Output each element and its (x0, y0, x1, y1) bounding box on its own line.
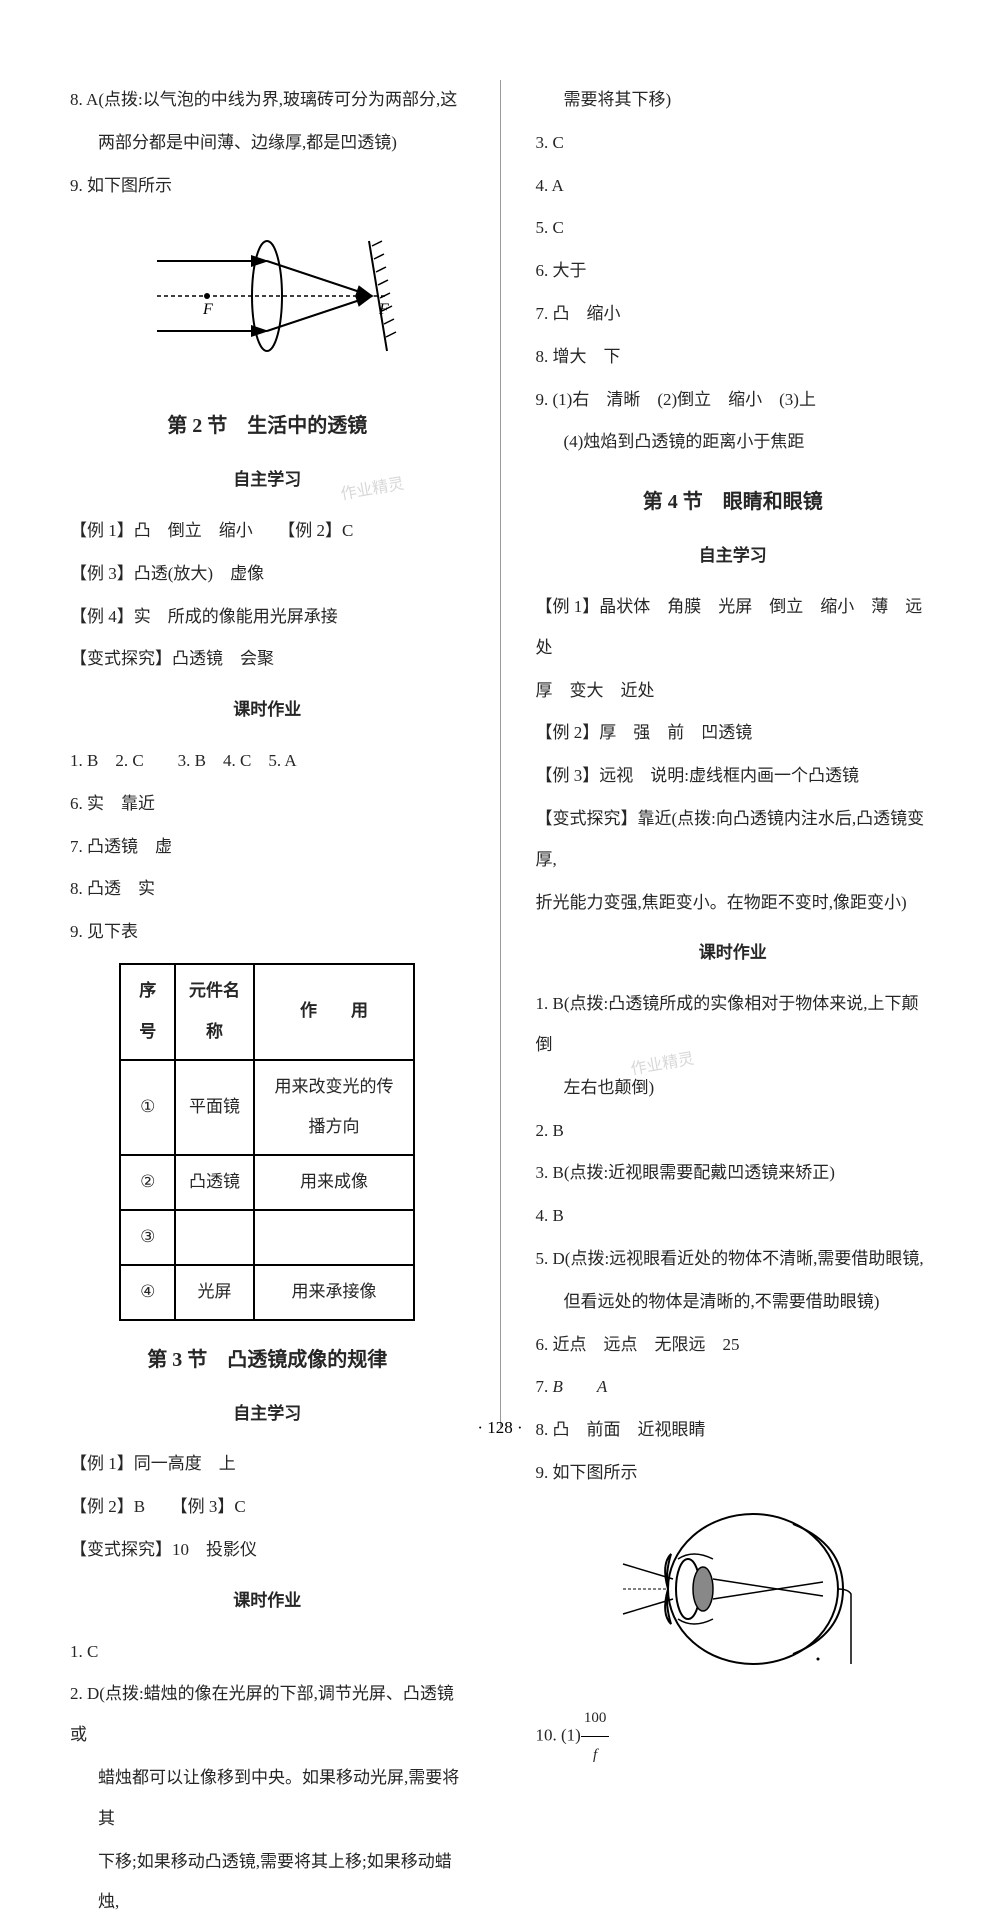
th-index: 序号 (120, 964, 175, 1060)
rhw6: 6. 大于 (536, 251, 931, 292)
eye-diagram (536, 1504, 931, 1690)
s3ex2: 【例 2】B 【例 3】C (70, 1487, 465, 1528)
lens-diagram: F F (70, 221, 465, 387)
th-function: 作 用 (254, 964, 414, 1060)
page-content: 8. A(点拨:以气泡的中线为界,玻璃砖可分为两部分,这 两部分都是中间薄、边缘… (70, 80, 930, 1428)
td (254, 1210, 414, 1265)
s4hw1: 1. B(点拨:凸透镜所成的实像相对于物体来说,上下颠倒 (536, 984, 931, 1066)
rhw8: 8. 增大 下 (536, 337, 931, 378)
eye-svg (613, 1504, 853, 1674)
td: 用来承接像 (254, 1265, 414, 1320)
s4hw5: 5. D(点拨:远视眼看近处的物体不清晰,需要借助眼镜, (536, 1239, 931, 1280)
s3hw1: 1. C (70, 1632, 465, 1673)
s4bianshi: 【变式探究】靠近(点拨:向凸透镜内注水后,凸透镜变厚, (536, 799, 931, 881)
td: ② (120, 1155, 175, 1210)
s3bianshi: 【变式探究】10 投影仪 (70, 1530, 465, 1571)
hw8: 8. 凸透 实 (70, 869, 465, 910)
keshi-1: 课时作业 (70, 690, 465, 731)
td: 光屏 (175, 1265, 254, 1320)
left-item-8: 8. A(点拨:以气泡的中线为界,玻璃砖可分为两部分,这 (70, 80, 465, 121)
s4ex3: 【例 3】远视 说明:虚线框内画一个凸透镜 (536, 756, 931, 797)
s4hw7-A: A (597, 1377, 607, 1396)
s4hw8: 8. 凸 前面 近视眼睛 (536, 1410, 931, 1451)
s3hw2-cont1: 蜡烛都可以让像移到中央。如果移动光屏,需要将其 (70, 1758, 465, 1840)
s4hw7: 7. B A (536, 1367, 931, 1408)
hw7: 7. 凸透镜 虚 (70, 827, 465, 868)
rhw3: 3. C (536, 123, 931, 164)
td: ④ (120, 1265, 175, 1320)
bianshi1: 【变式探究】凸透镜 会聚 (70, 639, 465, 680)
td: ③ (120, 1210, 175, 1265)
rhw7: 7. 凸 缩小 (536, 294, 931, 335)
th-name: 元件名称 (175, 964, 254, 1060)
fraction-den: f (581, 1737, 610, 1773)
td: 用来成像 (254, 1155, 414, 1210)
section-3-title: 第 3 节 凸透镜成像的规律 (70, 1336, 465, 1384)
s4hw10: 10. (1)100f (536, 1700, 931, 1773)
rhw5: 5. C (536, 208, 931, 249)
zizhu-2: 自主学习 (70, 1394, 465, 1435)
F-label-left: F (202, 301, 213, 318)
rhw9-cont: (4)烛焰到凸透镜的距离小于焦距 (536, 422, 931, 463)
s4ex1: 【例 1】晶状体 角膜 光屏 倒立 缩小 薄 远处 (536, 587, 931, 669)
td (175, 1210, 254, 1265)
s4hw2: 2. B (536, 1111, 931, 1152)
right-column: 需要将其下移) 3. C 4. A 5. C 6. 大于 7. 凸 缩小 8. … (536, 80, 931, 1428)
s4hw7-prefix: 7. (536, 1377, 553, 1396)
s4ex1-cont: 厚 变大 近处 (536, 671, 931, 712)
column-divider (500, 80, 501, 1428)
td: ① (120, 1060, 175, 1156)
fraction-num: 100 (581, 1700, 610, 1737)
zizhu-1: 自主学习 (70, 460, 465, 501)
left-item-8-cont: 两部分都是中间薄、边缘厚,都是凹透镜) (70, 123, 465, 164)
rhw4: 4. A (536, 166, 931, 207)
s3hw2-cont2: 下移;如果移动凸透镜,需要将其上移;如果移动蜡烛, (70, 1842, 465, 1923)
ex3: 【例 3】凸透(放大) 虚像 (70, 554, 465, 595)
left-item-9: 9. 如下图所示 (70, 166, 465, 207)
section-2-title: 第 2 节 生活中的透镜 (70, 402, 465, 450)
td: 用来改变光的传播方向 (254, 1060, 414, 1156)
rhw9: 9. (1)右 清晰 (2)倒立 缩小 (3)上 (536, 380, 931, 421)
page-number: · 128 · (477, 1418, 522, 1438)
ex4: 【例 4】实 所成的像能用光屏承接 (70, 597, 465, 638)
table-row: ① 平面镜 用来改变光的传播方向 (120, 1060, 414, 1156)
components-table: 序号 元件名称 作 用 ① 平面镜 用来改变光的传播方向 ② 凸透镜 用来成像 … (119, 963, 415, 1321)
keshi-4: 课时作业 (536, 933, 931, 974)
section-4-title: 第 4 节 眼睛和眼镜 (536, 478, 931, 526)
s4hw7-B: B (553, 1377, 563, 1396)
left-column: 8. A(点拨:以气泡的中线为界,玻璃砖可分为两部分,这 两部分都是中间薄、边缘… (70, 80, 465, 1428)
s4hw1-cont: 左右也颠倒) (536, 1068, 931, 1109)
lens-svg: F F (137, 221, 397, 371)
keshi-2: 课时作业 (70, 1581, 465, 1622)
s4hw5-cont: 但看远处的物体是清晰的,不需要借助眼镜) (536, 1282, 931, 1323)
s4hw6: 6. 近点 远点 无限远 25 (536, 1325, 931, 1366)
s3hw2: 2. D(点拨:蜡烛的像在光屏的下部,调节光屏、凸透镜或 (70, 1674, 465, 1756)
s3ex1: 【例 1】同一高度 上 (70, 1444, 465, 1485)
ex1: 【例 1】凸 倒立 缩小 【例 2】C (70, 511, 465, 552)
s4hw3: 3. B(点拨:近视眼需要配戴凹透镜来矫正) (536, 1153, 931, 1194)
cont: 需要将其下移) (536, 80, 931, 121)
hw1: 1. B 2. C 3. B 4. C 5. A (70, 741, 465, 782)
fraction: 100f (581, 1700, 610, 1773)
hw6: 6. 实 靠近 (70, 784, 465, 825)
td: 平面镜 (175, 1060, 254, 1156)
td: 凸透镜 (175, 1155, 254, 1210)
zizhu-4: 自主学习 (536, 536, 931, 577)
s4hw10-prefix: 10. (1) (536, 1725, 581, 1744)
s4hw9: 9. 如下图所示 (536, 1453, 931, 1494)
table-header-row: 序号 元件名称 作 用 (120, 964, 414, 1060)
table-row: ③ (120, 1210, 414, 1265)
s4hw4: 4. B (536, 1196, 931, 1237)
s4bianshi-cont: 折光能力变强,焦距变小。在物距不变时,像距变小) (536, 883, 931, 924)
hw9: 9. 见下表 (70, 912, 465, 953)
table-row: ② 凸透镜 用来成像 (120, 1155, 414, 1210)
table-row: ④ 光屏 用来承接像 (120, 1265, 414, 1320)
s4ex2: 【例 2】厚 强 前 凹透镜 (536, 713, 931, 754)
